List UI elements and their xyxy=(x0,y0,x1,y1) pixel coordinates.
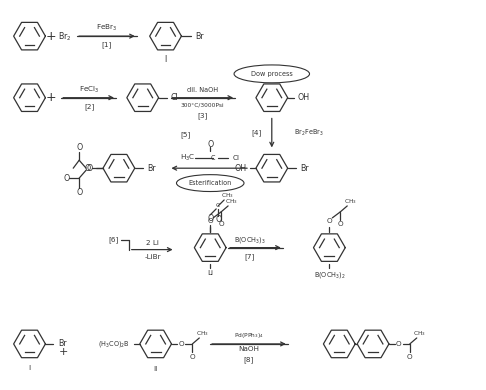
Text: B(OCH$_3$)$_2$: B(OCH$_3$)$_2$ xyxy=(313,270,345,280)
Text: O: O xyxy=(179,341,184,347)
Text: Br: Br xyxy=(195,32,204,41)
Text: [8]: [8] xyxy=(244,356,254,363)
Text: +: + xyxy=(46,30,57,43)
Text: Li: Li xyxy=(207,270,213,277)
Text: Cl: Cl xyxy=(171,93,178,102)
Text: Esterification: Esterification xyxy=(189,180,232,186)
Text: [1]: [1] xyxy=(102,42,112,48)
Text: O: O xyxy=(76,143,82,152)
Text: [6]: [6] xyxy=(109,236,119,243)
Text: O: O xyxy=(337,221,343,227)
Text: O: O xyxy=(63,174,69,183)
Text: Br: Br xyxy=(58,339,67,348)
Text: O: O xyxy=(407,354,413,360)
Text: [3]: [3] xyxy=(197,112,208,119)
Text: FeBr$_3$: FeBr$_3$ xyxy=(96,23,118,33)
Text: CH$_3$: CH$_3$ xyxy=(225,197,238,206)
Text: O: O xyxy=(327,218,332,224)
Text: dil. NaOH: dil. NaOH xyxy=(187,87,218,93)
Text: I: I xyxy=(164,55,167,64)
Text: B(OCH$_3$)$_3$: B(OCH$_3$)$_3$ xyxy=(234,235,266,245)
Text: II: II xyxy=(154,366,158,372)
Text: O: O xyxy=(396,341,402,347)
Text: [2]: [2] xyxy=(84,103,94,110)
Text: Br: Br xyxy=(300,164,309,173)
Text: Br$_2$FeBr$_3$: Br$_2$FeBr$_3$ xyxy=(294,128,323,138)
Text: FeCl$_3$: FeCl$_3$ xyxy=(79,85,99,95)
Text: 300°C/3000Psi: 300°C/3000Psi xyxy=(180,102,224,107)
Text: O: O xyxy=(85,164,91,173)
Text: O: O xyxy=(215,215,221,224)
Text: 2 Li: 2 Li xyxy=(146,240,159,246)
Text: [7]: [7] xyxy=(245,253,255,260)
Text: CH$_3$: CH$_3$ xyxy=(344,197,357,206)
Text: Cl: Cl xyxy=(233,155,240,161)
Text: +: + xyxy=(59,347,68,357)
Text: CH$_3$: CH$_3$ xyxy=(196,330,208,339)
Text: Br$_2$: Br$_2$ xyxy=(58,31,72,43)
Text: O: O xyxy=(207,215,213,223)
Text: NaOH: NaOH xyxy=(239,346,260,352)
Text: I: I xyxy=(29,365,31,371)
Text: [5]: [5] xyxy=(180,131,191,138)
Text: C: C xyxy=(211,155,215,161)
Text: +: + xyxy=(46,91,57,104)
Text: -LiBr: -LiBr xyxy=(144,254,161,260)
Text: CH$_3$: CH$_3$ xyxy=(413,330,426,339)
Text: O: O xyxy=(190,354,195,360)
Text: H$_3$C: H$_3$C xyxy=(180,153,195,163)
Text: Br: Br xyxy=(147,164,156,173)
Text: O: O xyxy=(208,218,213,224)
Text: OH: OH xyxy=(235,164,247,173)
Text: O: O xyxy=(76,188,82,197)
Text: O: O xyxy=(218,221,224,227)
Text: CH$_3$: CH$_3$ xyxy=(221,191,234,200)
Text: O: O xyxy=(87,164,93,173)
Text: Pd(PPh$_3$)$_4$: Pd(PPh$_3$)$_4$ xyxy=(234,332,264,340)
Text: Dow process: Dow process xyxy=(251,71,293,77)
Text: (H$_3$CO)$_2$B: (H$_3$CO)$_2$B xyxy=(98,339,130,349)
Text: OH: OH xyxy=(297,93,310,102)
Text: C: C xyxy=(216,204,220,208)
Text: O: O xyxy=(207,140,213,149)
Text: [4]: [4] xyxy=(252,129,262,136)
